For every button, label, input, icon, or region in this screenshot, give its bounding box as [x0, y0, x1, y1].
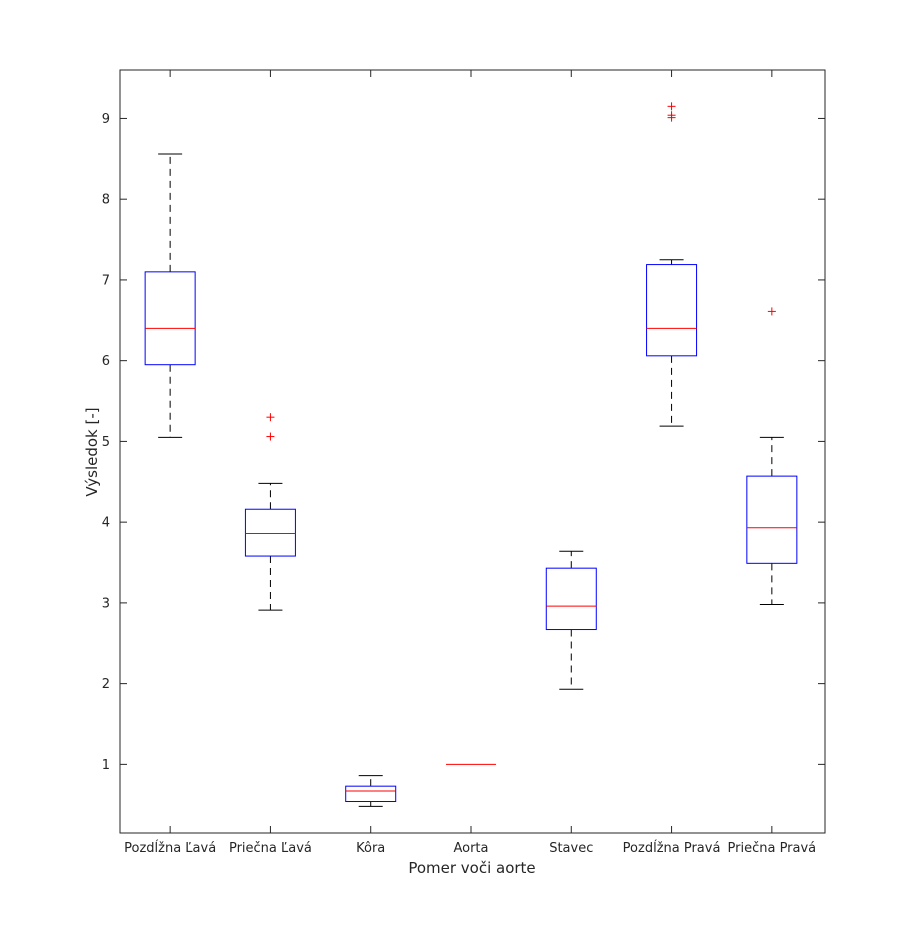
y-axis-title: Výsledok [-]: [83, 407, 101, 496]
box-2: [244, 413, 296, 611]
outlier-marker: [667, 102, 676, 111]
iqr-box: [144, 271, 196, 366]
y-tick-label: 2: [102, 677, 110, 692]
x-tick-label: Stavec: [549, 841, 593, 856]
box-6: [646, 102, 698, 427]
plot-area: [144, 102, 798, 807]
axes-frame: [119, 69, 826, 834]
box-7: [746, 307, 798, 606]
iqr-box: [646, 264, 698, 357]
x-tick-label: Pozdĺžna Pravá: [623, 840, 721, 856]
x-tick-label: Aorta: [453, 841, 488, 856]
iqr-box: [345, 785, 397, 803]
axes: 1 2 3 4 5 6 7 8 9 Pozdĺžna Ľavá Priečna Ľavá Kôra Ao…: [102, 69, 826, 856]
y-tick-label: 5: [102, 435, 110, 450]
iqr-box: [244, 508, 296, 557]
box-5: [545, 550, 597, 690]
y-tick-label: 6: [102, 354, 110, 369]
x-tick-label: Pozdĺžna Ľavá: [124, 840, 216, 856]
y-tick-label: 1: [102, 758, 110, 773]
y-tick-label: 4: [102, 516, 110, 531]
iqr-box: [545, 567, 597, 631]
outlier-marker: [667, 111, 676, 120]
iqr-box: [746, 475, 798, 564]
y-tick-label: 8: [102, 193, 110, 208]
x-tick-label: Kôra: [356, 841, 385, 856]
x-tick-label: Priečna Ľavá: [229, 841, 312, 856]
y-tick-label: 3: [102, 596, 110, 611]
x-tick-label: Priečna Pravá: [728, 841, 817, 856]
outlier-marker: [266, 413, 275, 422]
box-3: [345, 775, 397, 807]
box-1: [144, 153, 196, 438]
y-tick-label: 7: [102, 273, 110, 288]
outlier-marker: [767, 307, 776, 316]
y-tick-label: 9: [102, 112, 110, 127]
outlier-marker: [266, 432, 275, 441]
x-axis-title: Pomer voči aorte: [408, 859, 535, 877]
